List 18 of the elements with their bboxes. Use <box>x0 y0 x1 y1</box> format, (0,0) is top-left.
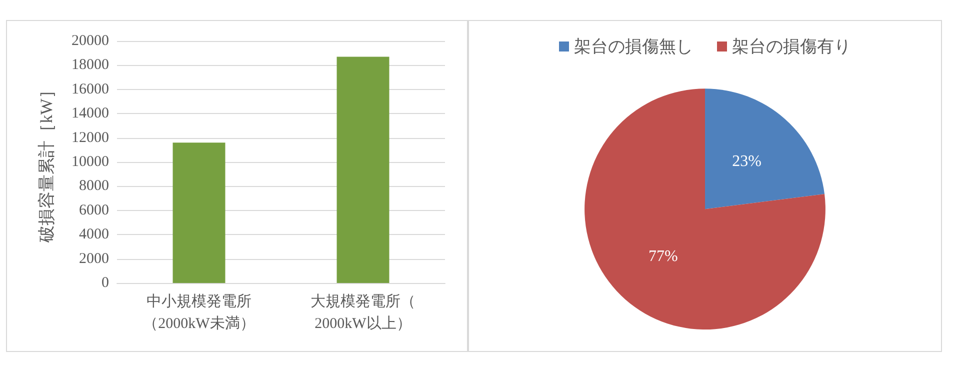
x-tick-label: 大規模発電所（2000kW以上） <box>310 293 416 332</box>
y-tick-label: 12000 <box>72 130 109 146</box>
y-tick-label: 2000 <box>79 250 109 267</box>
y-tick-label: 8000 <box>79 178 109 194</box>
y-tick-label: 16000 <box>72 81 109 98</box>
y-tick-label: 0 <box>102 275 109 291</box>
y-tick-label: 4000 <box>79 226 109 243</box>
data-label: 77% <box>648 248 678 266</box>
y-tick-label: 6000 <box>79 202 109 218</box>
legend-label: 架台の損傷無し <box>574 37 693 56</box>
y-tick-label: 10000 <box>72 154 109 170</box>
y-tick-label: 18000 <box>72 57 109 74</box>
y-axis-title: 破損容量累計［kW］ <box>37 82 56 244</box>
y-tick-label: 14000 <box>72 106 109 122</box>
x-tick-label: 中小規模発電所（2000kW未満） <box>143 293 255 332</box>
y-tick-label: 20000 <box>72 33 109 49</box>
legend-label: 架台の損傷有り <box>732 37 851 56</box>
data-label: 23% <box>732 153 762 170</box>
